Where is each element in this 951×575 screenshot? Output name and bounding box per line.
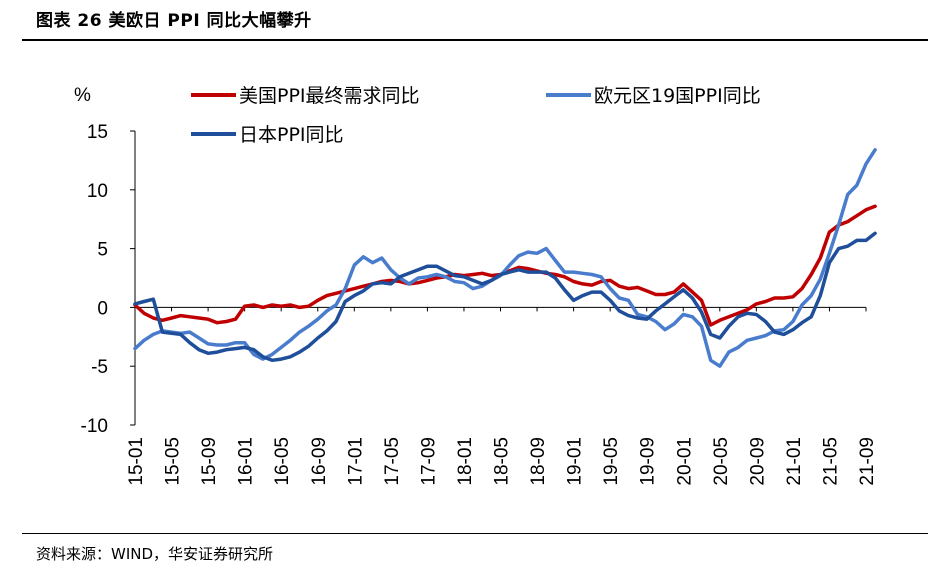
source-divider	[22, 533, 928, 534]
x-tick-label: 20-01	[674, 437, 695, 486]
y-tick-label: 15	[87, 122, 108, 143]
source-note: 资料来源：WIND，华安证券研究所	[36, 545, 274, 563]
legend-label-3: 日本PPI同比	[239, 124, 344, 146]
y-axis: 15 10 5 0 -5 -10%	[74, 85, 136, 437]
y-tick-label: 5	[97, 240, 108, 261]
x-tick-label: 17-01	[345, 437, 366, 486]
legend-label-2: 欧元区19国PPI同比	[594, 85, 761, 107]
x-tick-label: 15-05	[163, 437, 184, 486]
x-tick-label: 21-09	[857, 437, 878, 486]
x-axis: 15-01 15-05 15-09 16-01 16-05 16-09 17-01 17-05…	[126, 306, 878, 486]
y-axis-unit-label: %	[74, 85, 91, 106]
x-tick-label: 18-09	[528, 437, 549, 486]
figure-title: 图表 26 美欧日 PPI 同比大幅攀升	[36, 11, 312, 31]
y-tick-label: 0	[97, 298, 108, 319]
y-tick-label: -5	[91, 357, 108, 378]
x-tick-label: 19-01	[565, 437, 586, 486]
legend-label-1: 美国PPI最终需求同比	[239, 85, 420, 107]
series-line-2	[133, 148, 877, 368]
x-tick-label: 16-05	[272, 437, 293, 486]
x-tick-label: 21-01	[784, 437, 805, 486]
x-tick-label: 16-01	[236, 437, 257, 486]
x-tick-label: 17-05	[382, 437, 403, 486]
x-tick-label: 18-05	[492, 437, 513, 486]
x-tick-label: 21-05	[820, 437, 841, 486]
series-line-3	[133, 231, 877, 363]
x-tick-label: 15-09	[199, 437, 220, 486]
x-tick-label: 15-01	[126, 437, 147, 486]
title-divider	[22, 39, 928, 41]
series-lines	[133, 148, 877, 368]
x-tick-label: 16-09	[309, 437, 330, 486]
y-tick-label: 10	[87, 181, 108, 202]
y-tick-label: -10	[81, 416, 108, 437]
x-tick-label: 20-05	[711, 437, 732, 486]
x-tick-label: 20-09	[747, 437, 768, 486]
x-tick-label: 19-09	[638, 437, 659, 486]
x-tick-label: 18-01	[455, 437, 476, 486]
x-tick-label: 17-09	[418, 437, 439, 486]
x-tick-label: 19-05	[601, 437, 622, 486]
